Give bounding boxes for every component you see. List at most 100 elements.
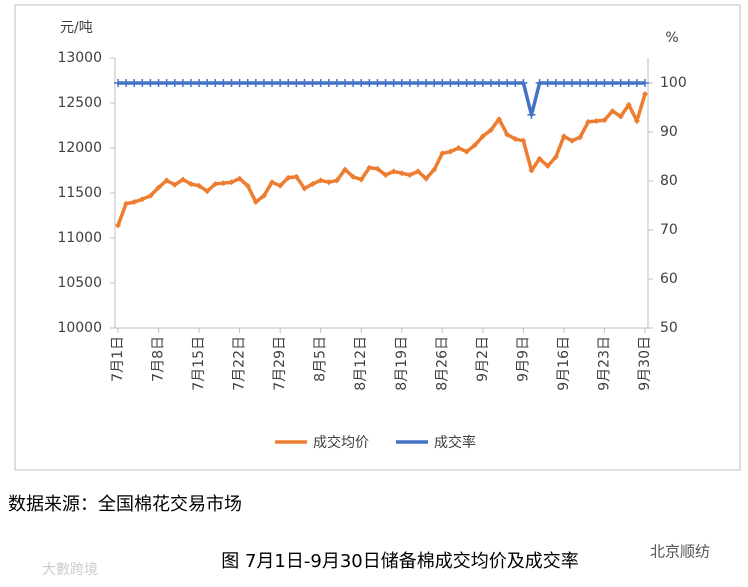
marker (154, 78, 163, 87)
marker (577, 134, 584, 141)
x-tick-label: 8月5日 (313, 336, 329, 382)
marker (357, 78, 366, 87)
marker (212, 181, 219, 187)
marker (544, 163, 551, 169)
marker (163, 177, 170, 184)
y-tick-label: 13000 (57, 50, 102, 66)
marker (398, 170, 405, 177)
marker (115, 222, 121, 229)
marker (284, 78, 293, 87)
y-tick-label: 10000 (57, 320, 102, 336)
legend-label: 成交率 (434, 434, 476, 451)
y2-tick-label: 60 (660, 271, 678, 287)
y2-tick-label: 70 (660, 222, 678, 238)
marker (414, 168, 421, 175)
marker (219, 78, 228, 87)
marker (543, 78, 552, 87)
marker (130, 78, 139, 87)
marker (438, 78, 447, 87)
marker (373, 78, 382, 87)
marker (454, 78, 463, 87)
source: 数据来源：全国棉花交易市场 (8, 494, 242, 515)
marker (470, 78, 479, 87)
marker (349, 78, 358, 87)
y-tick-label: 12000 (57, 140, 102, 156)
marker (397, 78, 406, 87)
y2-tick-label: 90 (660, 124, 678, 140)
marker (569, 137, 576, 144)
marker (236, 175, 243, 182)
marker (293, 173, 300, 180)
marker (195, 78, 204, 87)
marker (268, 78, 277, 87)
watermark: 大數跨境 (42, 562, 98, 578)
marker (609, 108, 616, 115)
x-tick-label: 9月30日 (637, 336, 653, 391)
marker (617, 113, 624, 120)
x-tick-label: 7月15日 (191, 336, 207, 391)
marker (341, 78, 350, 87)
marker (228, 179, 235, 186)
marker (123, 200, 130, 207)
marker (496, 116, 503, 123)
y2-tick-label: 100 (660, 75, 687, 91)
marker (178, 78, 187, 87)
marker (503, 78, 512, 87)
marker (430, 78, 439, 87)
marker (350, 173, 357, 180)
marker (390, 168, 397, 175)
marker (486, 78, 495, 87)
marker (642, 91, 648, 97)
y-tick-label: 11500 (57, 185, 102, 201)
marker (624, 78, 633, 87)
marker (632, 78, 641, 87)
marker (462, 78, 471, 87)
marker (138, 78, 147, 87)
marker (439, 150, 446, 157)
marker (244, 182, 251, 189)
marker (269, 179, 276, 186)
marker (186, 78, 195, 87)
marker (308, 78, 317, 87)
marker (447, 148, 454, 155)
marker (332, 78, 341, 87)
marker (608, 78, 617, 87)
marker (576, 78, 585, 87)
marker (511, 78, 520, 87)
marker (527, 110, 536, 119)
marker (204, 188, 211, 195)
marker (585, 118, 592, 125)
marker (504, 131, 511, 138)
marker (633, 118, 640, 124)
x-tick-label: 8月19日 (394, 336, 410, 391)
x-tick-label: 8月12日 (353, 336, 369, 391)
marker (551, 78, 560, 87)
marker (252, 199, 259, 205)
marker (381, 78, 390, 87)
marker (405, 78, 414, 87)
marker (162, 78, 171, 87)
marker (406, 172, 413, 178)
series-line (116, 93, 647, 227)
marker (203, 78, 212, 87)
marker (592, 78, 601, 87)
y-tick-label: 10500 (57, 275, 102, 291)
legend-label: 成交均价 (313, 434, 369, 451)
marker (431, 166, 438, 173)
marker (171, 181, 178, 188)
marker (519, 78, 528, 87)
x-tick-label: 9月23日 (596, 336, 612, 391)
marker (601, 117, 608, 124)
marker (568, 78, 577, 87)
y2-tick-label: 80 (660, 173, 678, 189)
marker (317, 177, 324, 184)
marker (259, 78, 268, 87)
marker (641, 78, 649, 87)
marker (478, 78, 487, 87)
marker (170, 78, 179, 87)
marker (300, 78, 309, 87)
marker (487, 127, 494, 133)
marker (325, 179, 332, 186)
marker (260, 192, 267, 199)
